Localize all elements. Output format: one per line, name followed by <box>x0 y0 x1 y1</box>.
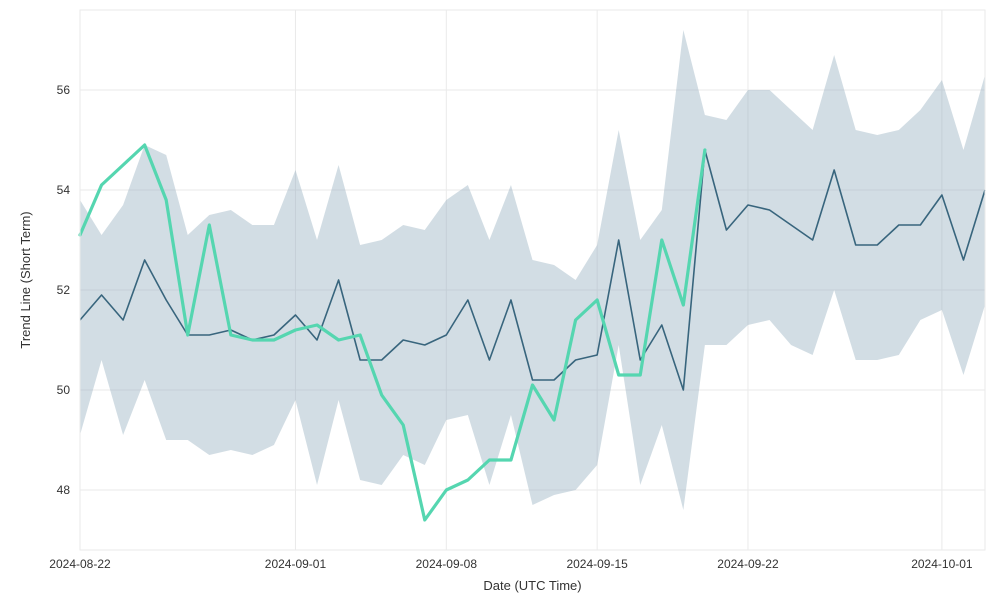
y-tick-label: 48 <box>57 483 71 497</box>
y-tick-label: 50 <box>57 383 71 397</box>
x-tick-label: 2024-10-01 <box>911 557 973 571</box>
x-tick-label: 2024-09-22 <box>717 557 779 571</box>
y-tick-label: 56 <box>57 83 71 97</box>
x-tick-label: 2024-08-22 <box>49 557 111 571</box>
y-tick-label: 54 <box>57 183 71 197</box>
trend-chart: 48 50 52 54 56 2024-08-22 2024-09-01 2024-09-08… <box>0 0 1000 600</box>
y-tick-label: 52 <box>57 283 71 297</box>
confidence-band <box>80 30 985 510</box>
x-tick-label: 2024-09-15 <box>566 557 628 571</box>
x-tick-label: 2024-09-01 <box>265 557 327 571</box>
chart-svg: 48 50 52 54 56 2024-08-22 2024-09-01 2024-09-08… <box>0 0 1000 600</box>
y-axis-label: Trend Line (Short Term) <box>18 211 33 348</box>
x-axis-label: Date (UTC Time) <box>483 578 581 593</box>
x-tick-label: 2024-09-08 <box>416 557 478 571</box>
